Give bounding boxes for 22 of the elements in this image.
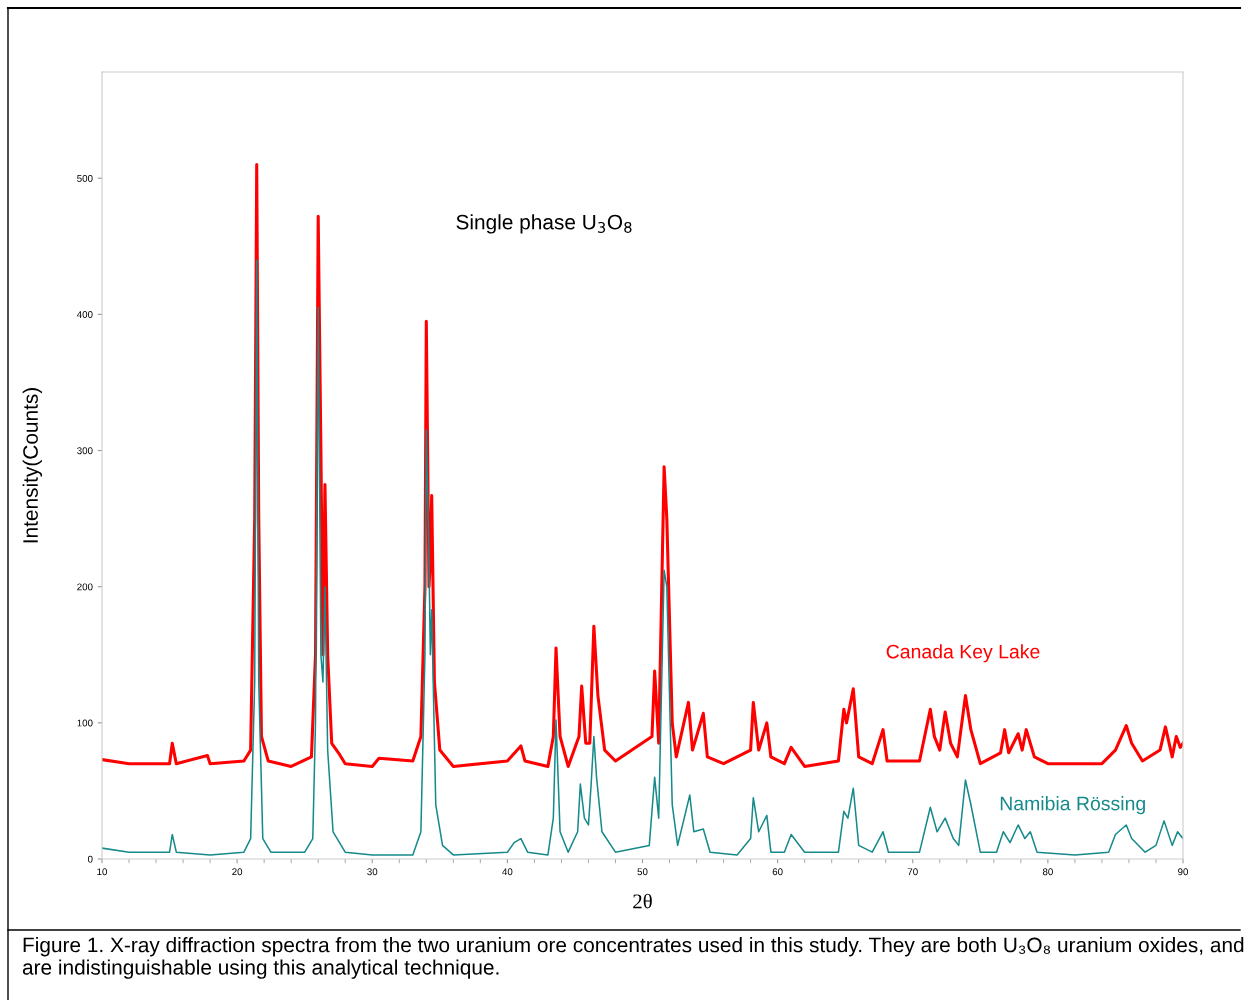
x-tick-label: 60 (772, 868, 783, 876)
x-tick-label: 20 (232, 868, 243, 876)
y-tick-label: 0 (87, 855, 93, 863)
y-tick-label: 400 (76, 311, 93, 318)
y-tick-label: 500 (77, 174, 93, 182)
y-tick-label: 300 (77, 447, 93, 455)
x-axis-title: 2θ (633, 893, 652, 909)
y-tick-label: 100 (77, 719, 93, 727)
x-tick-label: 70 (907, 868, 918, 876)
x-tick-label: 80 (1042, 868, 1053, 876)
line-series (102, 259, 1183, 856)
annotation: Single phase U$_{3}$O$_{8}$ (456, 214, 632, 234)
x-tick-label: 40 (502, 868, 513, 876)
x-tick-label: 30 (367, 868, 378, 876)
series-label: Namibia Rössing (1000, 796, 1145, 815)
x-tick-label: 50 (637, 868, 648, 876)
x-tick-label: 10 (97, 868, 108, 876)
y-tick-label: 200 (77, 583, 93, 591)
y-axis-title: Intensity(Counts) (22, 388, 43, 543)
caption: Figure 1. X-ray diffraction spectra from the two uranium ore concentrates used in this study. They are both U₃O₈ uranium oxides, and are indistinguishable using this analytical technique. (22, 937, 1244, 979)
text: Canada Key Lake (886, 644, 1040, 663)
x-tick-label: 90 (1178, 868, 1189, 876)
